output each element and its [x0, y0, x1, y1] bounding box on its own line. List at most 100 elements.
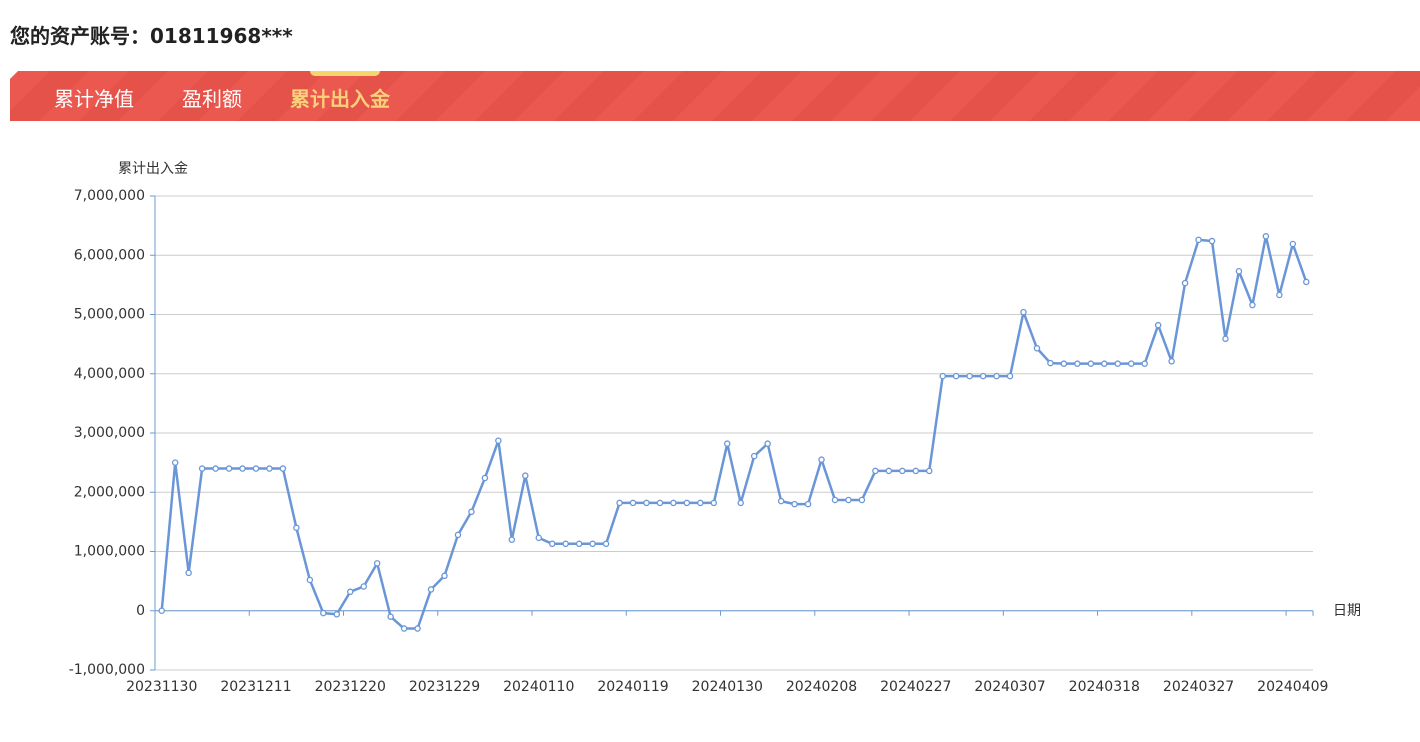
data-point [1033, 345, 1041, 352]
data-point [1087, 360, 1095, 367]
active-indicator [310, 71, 380, 76]
y-tick-label: 5,000,000 [74, 307, 145, 323]
data-point [1276, 291, 1283, 299]
data-point [239, 465, 246, 472]
data-point [845, 496, 852, 504]
tab[interactable]: 盈利额 [182, 87, 242, 111]
data-point [939, 372, 946, 380]
data-point [899, 467, 906, 475]
tab[interactable]: 累计净值 [54, 87, 134, 111]
data-point [1208, 237, 1216, 245]
x-tick-label: 20240208 [786, 679, 857, 695]
data-point [158, 607, 165, 615]
x-tick-label: 20240307 [974, 679, 1045, 695]
data-point [373, 560, 381, 567]
data-point [966, 372, 973, 380]
data-point [993, 372, 1000, 380]
tab-bar: 累计净值 盈利额 累计出入金 [10, 71, 1420, 121]
data-point [171, 459, 179, 466]
data-point [670, 499, 677, 507]
tab[interactable]: 累计出入金 [290, 87, 390, 111]
data-point [1141, 360, 1148, 367]
data-point [616, 499, 623, 507]
data-point [750, 452, 758, 460]
data-point [1289, 240, 1297, 248]
data-point [387, 613, 394, 620]
data-point [198, 465, 206, 472]
data-point [1222, 335, 1229, 343]
data-point [589, 540, 596, 548]
y-tick-label: 1,000,000 [74, 544, 145, 560]
y-tick-label: 6,000,000 [74, 247, 145, 263]
y-axis-title: 累计出入金 [118, 161, 188, 177]
x-tick-label: 20240227 [880, 679, 951, 695]
x-tick-label: 20240327 [1163, 679, 1234, 695]
x-tick-label: 20240318 [1069, 679, 1140, 695]
data-point [979, 372, 987, 380]
data-point [804, 500, 812, 508]
data-point [225, 465, 233, 472]
data-point [697, 499, 704, 507]
data-point [831, 496, 839, 504]
data-point [683, 499, 691, 507]
y-tick-label: 4,000,000 [74, 366, 145, 382]
data-point [252, 465, 260, 472]
data-point [818, 456, 825, 463]
data-point [1020, 308, 1027, 316]
data-point [495, 437, 502, 444]
data-point [293, 524, 300, 532]
data-point [333, 611, 341, 618]
data-point [925, 467, 933, 475]
data-point [320, 609, 327, 617]
data-point [602, 540, 610, 548]
data-point [346, 588, 354, 596]
data-point [266, 465, 273, 472]
data-point [1262, 233, 1270, 240]
data-point [737, 499, 744, 507]
data-point [858, 496, 866, 504]
y-tick-label: 7,000,000 [74, 188, 145, 204]
data-point [481, 474, 489, 482]
data-point [1074, 360, 1081, 367]
y-tick-label: 0 [136, 603, 145, 619]
y-tick-label: -1,000,000 [69, 662, 145, 678]
x-tick-label: 20231130 [126, 679, 197, 695]
x-tick-label: 20231211 [220, 679, 291, 695]
data-point [1195, 236, 1202, 244]
data-point [885, 467, 893, 475]
data-point [306, 576, 314, 584]
data-point [710, 499, 718, 507]
x-tick-label: 20240110 [503, 679, 574, 695]
data-point [1047, 359, 1054, 367]
data-point [1303, 278, 1310, 286]
account-title: 您的资产账号：01811968*** [10, 24, 293, 48]
data-point [1181, 279, 1189, 287]
data-point [1154, 321, 1162, 329]
data-point [414, 625, 421, 632]
data-point [1168, 358, 1175, 365]
x-tick-label: 20240130 [692, 679, 763, 695]
data-point [279, 465, 287, 472]
data-point [400, 625, 408, 632]
series-line [160, 235, 1308, 630]
x-tick-label: 20231220 [315, 679, 386, 695]
data-point [1127, 360, 1135, 367]
data-point [562, 540, 569, 548]
data-point [629, 499, 637, 507]
data-point [1249, 301, 1256, 309]
data-point [656, 499, 664, 507]
data-point [508, 536, 516, 543]
x-tick-label: 20240119 [597, 679, 668, 695]
data-point [185, 569, 192, 577]
y-tick-label: 2,000,000 [74, 484, 145, 500]
x-tick-label: 20231229 [409, 679, 480, 695]
data-point [212, 465, 219, 472]
data-point [724, 440, 731, 447]
x-axis-title: 日期 [1333, 603, 1361, 619]
data-point [791, 500, 798, 508]
data-point [454, 531, 462, 539]
data-point [441, 572, 448, 580]
data-point [1101, 360, 1108, 367]
